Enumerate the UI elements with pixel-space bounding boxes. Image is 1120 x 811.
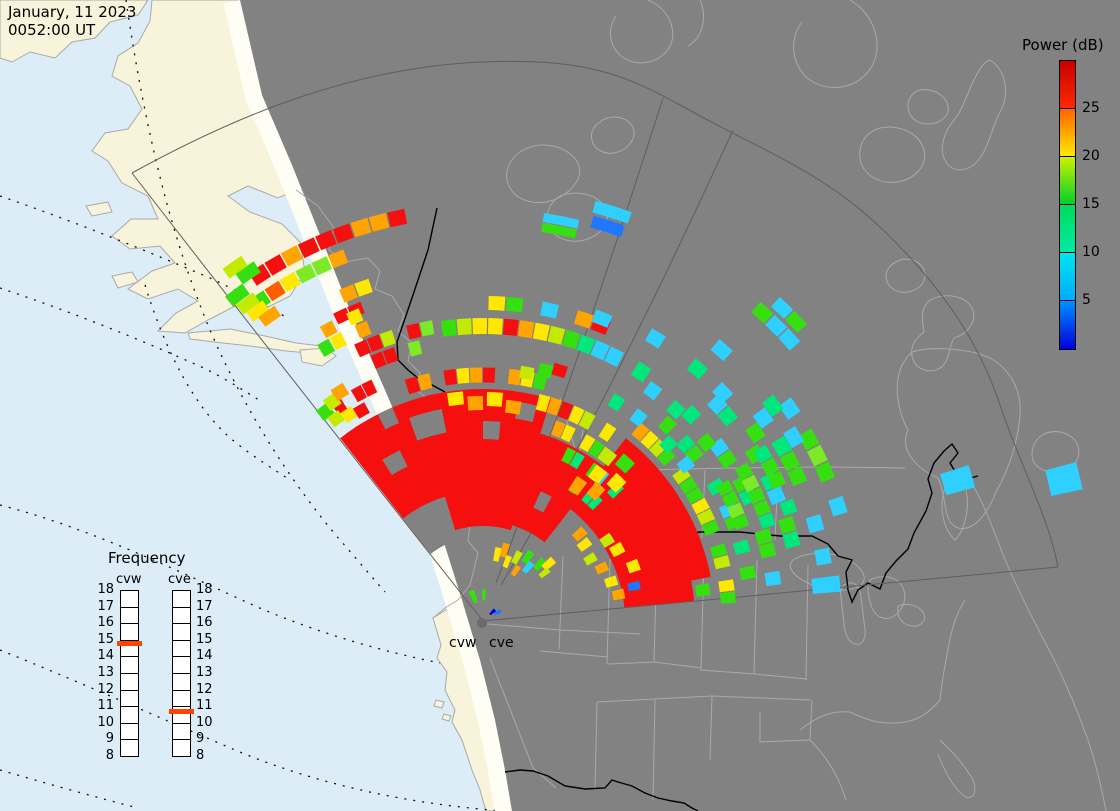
frequency-ladder-cell [172, 623, 191, 641]
frequency-ladder-cell [172, 639, 191, 658]
frequency-scale-label: 9 [105, 731, 114, 747]
frequency-ladder-cell [120, 590, 139, 608]
frequency-scale-label: 14 [97, 648, 114, 664]
power-colorbar-segment [1060, 205, 1075, 253]
frequency-scale-label: 10 [196, 714, 213, 730]
frequency-scale-label: 17 [97, 598, 114, 614]
radar-site-label-cve: cve [489, 635, 514, 651]
frequency-scale-label: 13 [196, 665, 213, 680]
frequency-marker-cve [169, 708, 194, 714]
frequency-scale-label: 18 [196, 582, 213, 597]
frequency-scale-label: 8 [105, 748, 114, 763]
power-tick-label: 5 [1082, 292, 1091, 308]
frequency-scale-label: 11 [97, 698, 114, 714]
frequency-column-label-cve: cve [168, 572, 191, 587]
frequency-scale-label: 8 [196, 748, 205, 763]
power-colorbar-segment [1060, 301, 1075, 349]
frequency-scale-label: 16 [97, 615, 114, 631]
frequency-column-label-cvw: cvw [116, 572, 142, 587]
power-colorbar [1059, 60, 1076, 350]
frequency-ladder-cell [120, 739, 139, 757]
radar-site-dot [477, 618, 487, 628]
frequency-ladder-cell [172, 673, 191, 691]
radar-site-label-cvw: cvw [449, 635, 477, 651]
power-tick-label: 25 [1082, 100, 1100, 116]
frequency-ladder-cell [120, 656, 139, 674]
frequency-scale-label: 15 [97, 631, 114, 647]
frequency-scale-label: 13 [97, 665, 114, 680]
frequency-ladder-cell [120, 673, 139, 691]
power-tick-label: 15 [1082, 196, 1100, 212]
frequency-scale-label: 10 [97, 714, 114, 730]
frequency-ladder-cell [120, 689, 139, 708]
timestamp-time: 0052:00 UT [8, 21, 96, 39]
frequency-ladder-cell [120, 722, 139, 741]
frequency-ladder-cell [172, 722, 191, 741]
frequency-legend-title: Frequency [108, 549, 186, 567]
frequency-ladder-cell [172, 739, 191, 757]
frequency-ladder-cell [172, 656, 191, 674]
power-colorbar-segment [1060, 109, 1075, 157]
frequency-ladder-cell [120, 606, 139, 625]
frequency-scale-label: 12 [97, 681, 114, 697]
frequency-ladder-cell [120, 706, 139, 724]
power-tick-label: 10 [1082, 244, 1100, 260]
frequency-marker-cvw [117, 640, 142, 646]
backscatter-cells [222, 200, 1083, 616]
timestamp: January, 11 2023 0052:00 UT [8, 3, 136, 39]
frequency-scale-label: 18 [97, 582, 114, 597]
power-tick-label: 20 [1082, 148, 1100, 164]
radar-fan-outline [131, 60, 1059, 622]
frequency-scale-label: 12 [196, 681, 213, 697]
power-legend-title: Power (dB) [1022, 36, 1104, 54]
frequency-scale-label: 11 [196, 698, 213, 714]
timestamp-date: January, 11 2023 [8, 3, 137, 21]
frequency-scale-label: 15 [196, 631, 213, 647]
frequency-ladder-cell [172, 590, 191, 608]
power-colorbar-segment [1060, 61, 1075, 109]
power-colorbar-segment [1060, 253, 1075, 301]
frequency-scale-label: 9 [196, 731, 205, 747]
frequency-ladder-cell [172, 606, 191, 625]
frequency-scale-label: 16 [196, 615, 213, 631]
power-colorbar-segment [1060, 157, 1075, 205]
frequency-ladder-cell [172, 689, 191, 708]
frequency-scale-label: 14 [196, 648, 213, 664]
frequency-ladder-cell [120, 623, 139, 641]
frequency-scale-label: 17 [196, 598, 213, 614]
